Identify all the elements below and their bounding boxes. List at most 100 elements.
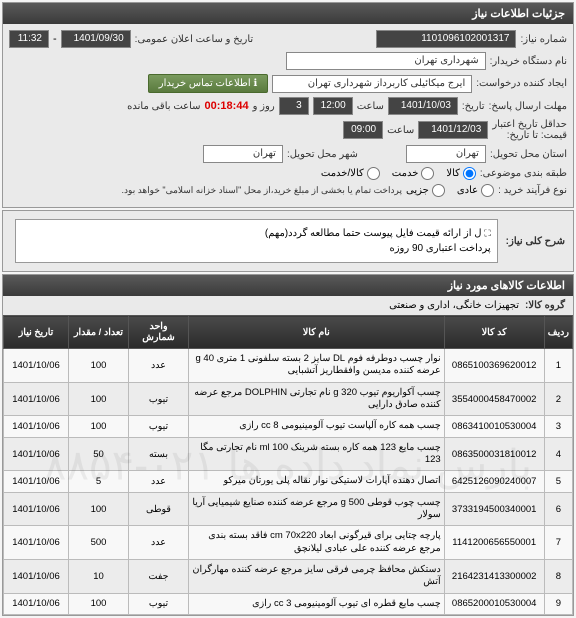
purchase-opt2-radio[interactable]: جزیی — [406, 184, 445, 197]
cell-code: 6425126090240007 — [444, 471, 544, 492]
need-no-label: شماره نیاز: — [520, 34, 567, 45]
cell-code: 3733194500340001 — [444, 492, 544, 526]
cell-date: 1401/10/06 — [4, 593, 69, 614]
delivery-city-label: شهر محل تحویل: — [287, 149, 358, 160]
creator-field: ایرج میکائیلی کاربرداز شهرداری تهران — [272, 75, 472, 93]
desc-line1: ل از ارائه قیمت فایل پیوست حتما مطالعه گ… — [265, 228, 482, 239]
goods-title: اطلاعات کالاهای مورد نیاز — [3, 275, 573, 296]
creator-label: ایجاد کننده درخواست: — [476, 78, 567, 89]
validity-time: 09:00 — [343, 121, 383, 139]
desc-title: شرح کلی نیاز: — [506, 236, 565, 247]
cell-row: 8 — [544, 560, 572, 594]
delivery-province: تهران — [406, 145, 486, 163]
details-panel: جزئیات اطلاعات نیاز شماره نیاز: 11010961… — [2, 2, 574, 208]
cell-name: پارچه چتایی برای قیرگونی ابعاد cm 70x220… — [189, 526, 445, 560]
days-field: 3 — [279, 97, 309, 115]
table-row: 30863410010530004چسب همه کاره آلپاست تیو… — [4, 416, 573, 437]
cell-date: 1401/10/06 — [4, 382, 69, 416]
cell-row: 7 — [544, 526, 572, 560]
announce-date: 1401/09/30 — [61, 30, 131, 48]
cell-unit: تیوب — [129, 416, 189, 437]
cell-unit: تیوب — [129, 593, 189, 614]
cat-service-radio[interactable]: خدمت — [392, 167, 435, 180]
table-row: 23554000458470002چسب آکواریوم تیوب g 320… — [4, 382, 573, 416]
cell-name: نوار چسب دوطرفه فوم DL سایز 2 بسته سلفون… — [189, 349, 445, 383]
group-label: گروه کالا: — [525, 300, 565, 311]
group-row: گروه کالا: تجهیزات خانگی، اداری و صنعتی — [3, 296, 573, 315]
validity-date: 1401/12/03 — [418, 121, 488, 139]
th-name: نام کالا — [189, 316, 445, 349]
purchase-note: پرداخت تمام یا بخشی از مبلغ خرید،از محل … — [122, 185, 402, 196]
table-row: 63733194500340001چسب چوب قوطی g 500 مرجع… — [4, 492, 573, 526]
category-label: طبقه بندی موضوعی: — [480, 168, 567, 179]
cell-code: 2164231413300002 — [444, 560, 544, 594]
cell-qty: 5 — [69, 471, 129, 492]
cell-row: 9 — [544, 593, 572, 614]
table-row: 5 6425126090240007اتصال دهنده آپارات لاست… — [4, 471, 573, 492]
buyer-label: نام دستگاه خریدار: — [490, 56, 567, 67]
cell-code: 0865100369620012 — [444, 349, 544, 383]
cell-unit: قوطی — [129, 492, 189, 526]
category-radio-group: کالا خدمت کالا/خدمت — [321, 167, 476, 180]
cell-code: 0863410010530004 — [444, 416, 544, 437]
purchase-radio-group: عادی جزیی — [406, 184, 494, 197]
group-value: تجهیزات خانگی، اداری و صنعتی — [389, 300, 519, 311]
purchase-type-label: نوع فرآیند خرید : — [498, 185, 567, 196]
cell-qty: 100 — [69, 593, 129, 614]
cell-unit: بسته — [129, 437, 189, 471]
cell-qty: 100 — [69, 416, 129, 437]
cell-name: چسب چوب قوطی g 500 مرجع عرضه کننده صنایع… — [189, 492, 445, 526]
cell-name: چسب مایع قطره ای تیوب آلومینیومی cc 3 را… — [189, 593, 445, 614]
goods-table: ردیف کد کالا نام کالا واحد شمارش تعداد /… — [3, 315, 573, 615]
panel-title: جزئیات اطلاعات نیاز — [3, 3, 573, 24]
cell-qty: 100 — [69, 492, 129, 526]
th-unit: واحد شمارش — [129, 316, 189, 349]
cell-unit: جفت — [129, 560, 189, 594]
need-no-field: 1101096102001317 — [376, 30, 516, 48]
deadline-date: 1401/10/03 — [388, 97, 458, 115]
cell-date: 1401/10/06 — [4, 526, 69, 560]
announce-label: تاریخ و ساعت اعلان عمومی: — [135, 34, 254, 45]
cell-code: 0863500031810012 — [444, 437, 544, 471]
cell-date: 1401/10/06 — [4, 416, 69, 437]
cell-name: چسب آکواریوم تیوب g 320 نام تجارتی DOLPH… — [189, 382, 445, 416]
countdown: 00:18:44 — [205, 100, 249, 112]
description-panel: شرح کلی نیاز: ⛶ ل از ارائه قیمت فایل پیو… — [2, 210, 574, 272]
cell-name: اتصال دهنده آپارات لاستیکی نوار نقاله پل… — [189, 471, 445, 492]
table-row: 90865200010530004چسب مایع قطره ای تیوب آ… — [4, 593, 573, 614]
cat-goods-radio[interactable]: کالا — [446, 167, 476, 180]
deadline-label: مهلت ارسال پاسخ: — [489, 101, 567, 112]
cell-date: 1401/10/06 — [4, 560, 69, 594]
info-icon: ℹ — [253, 78, 257, 89]
cell-unit: تیوب — [129, 382, 189, 416]
th-qty: تعداد / مقدار — [69, 316, 129, 349]
cell-qty: 100 — [69, 382, 129, 416]
table-row: 40863500031810012چسب مایع 123 همه کاره ب… — [4, 437, 573, 471]
deadline-time: 12:00 — [313, 97, 353, 115]
cell-qty: 10 — [69, 560, 129, 594]
cell-row: 2 — [544, 382, 572, 416]
expand-icon[interactable]: ⛶ — [484, 228, 490, 238]
th-date: تاریخ نیاز — [4, 316, 69, 349]
cell-qty: 50 — [69, 437, 129, 471]
contact-button[interactable]: ℹ اطلاعات تماس خریدار — [148, 74, 268, 93]
cell-date: 1401/10/06 — [4, 471, 69, 492]
cell-unit: عدد — [129, 526, 189, 560]
cell-row: 3 — [544, 416, 572, 437]
cell-code: 0865200010530004 — [444, 593, 544, 614]
cell-unit: عدد — [129, 349, 189, 383]
cell-name: چسب مایع 123 همه کاره بسته شرینک ml 100 … — [189, 437, 445, 471]
cell-qty: 100 — [69, 349, 129, 383]
cell-name: چسب همه کاره آلپاست تیوب آلومینیومی cc 8… — [189, 416, 445, 437]
cell-date: 1401/10/06 — [4, 492, 69, 526]
purchase-opt1-radio[interactable]: عادی — [457, 184, 494, 197]
table-row: 71141200656550001پارچه چتایی برای قیرگون… — [4, 526, 573, 560]
cell-name: دستکش محافظ چرمی فرقی سایز مرجع عرضه کنن… — [189, 560, 445, 594]
th-code: کد کالا — [444, 316, 544, 349]
table-row: 82164231413300002دستکش محافظ چرمی فرقی س… — [4, 560, 573, 594]
cat-both-radio[interactable]: کالا/خدمت — [321, 167, 380, 180]
announce-time: 11:32 — [9, 30, 49, 48]
delivery-city: تهران — [203, 145, 283, 163]
th-row: ردیف — [544, 316, 572, 349]
cell-row: 6 — [544, 492, 572, 526]
